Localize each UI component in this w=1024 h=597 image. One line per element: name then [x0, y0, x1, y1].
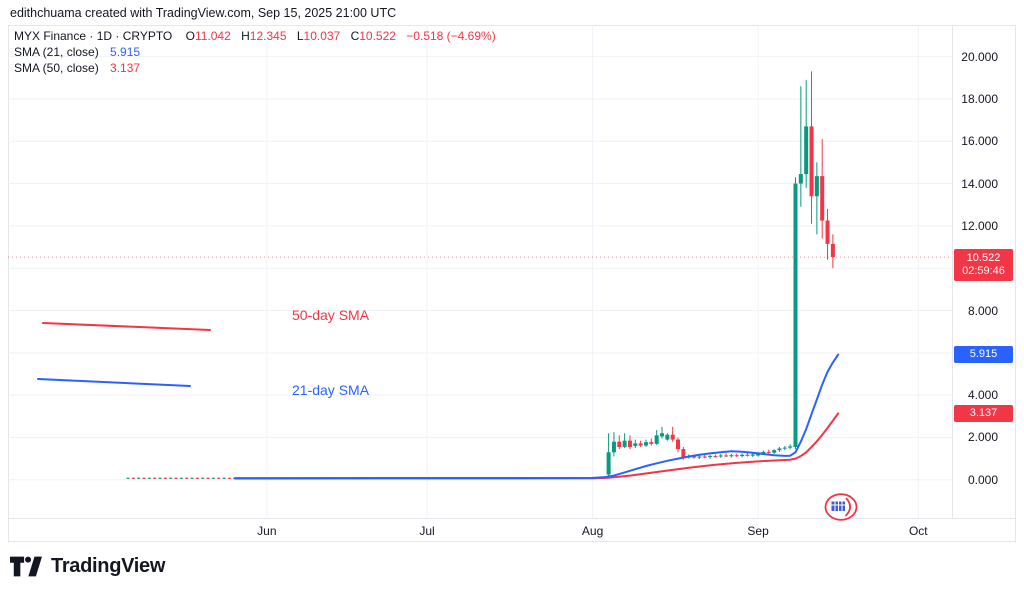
- time-axis-label: Sep: [747, 524, 769, 538]
- price-axis-label: 4.000: [967, 388, 998, 403]
- legend-sma50-row[interactable]: SMA (50, close) 3.137: [14, 60, 496, 76]
- time-axis-label: Aug: [581, 524, 604, 538]
- last-price-badge: 10.522 02:59:46: [954, 249, 1013, 282]
- time-axis-label: Oct: [908, 524, 928, 538]
- price-axis-label: 0.000: [967, 472, 998, 487]
- ohlc-close: C10.522: [350, 29, 396, 43]
- time-axis[interactable]: Jun Jul Aug Sep Oct: [8, 519, 952, 542]
- price-axis-label: 14.000: [961, 176, 998, 191]
- ohlc-low: L10.037: [296, 29, 341, 43]
- legend-symbol-row[interactable]: MYX Finance · 1D · CRYPTO O11.042 H12.34…: [14, 28, 496, 44]
- sma21-price-badge: 5.915: [954, 346, 1013, 364]
- tradingview-logo-text: TradingView: [51, 555, 166, 577]
- ohlc-open: O11.042: [185, 29, 231, 43]
- change-value: −0.518 (−4.69%): [406, 29, 496, 43]
- symbol-title[interactable]: MYX Finance · 1D · CRYPTO: [14, 29, 173, 43]
- ohlc-high: H12.345: [241, 29, 287, 43]
- price-axis-label: 8.000: [967, 303, 998, 318]
- tradingview-logo-icon: [10, 556, 42, 577]
- price-axis-label: 18.000: [961, 91, 998, 106]
- chart-legend[interactable]: MYX Finance · 1D · CRYPTO O11.042 H12.34…: [14, 28, 496, 76]
- legend-sma21-row[interactable]: SMA (21, close) 5.915: [14, 44, 496, 60]
- attribution-text: edithchuama created with TradingView.com…: [10, 6, 397, 20]
- event-marker-icon[interactable]: [824, 492, 858, 522]
- price-axis[interactable]: 20.000 18.000 16.000 14.000 12.000 8.000 4.000…: [952, 25, 1016, 518]
- time-axis-separator: [8, 518, 1016, 519]
- sma50-value: 3.137: [110, 61, 141, 75]
- annotation-21day-sma-label[interactable]: 21-day SMA: [292, 382, 370, 398]
- price-axis-label: 2.000: [967, 430, 998, 445]
- price-axis-label: 12.000: [961, 218, 998, 233]
- annotation-50day-sma-label[interactable]: 50-day SMA: [292, 307, 370, 323]
- sma50-badge-value: 3.137: [969, 406, 998, 419]
- time-axis-label: Jun: [257, 524, 277, 538]
- price-axis-label: 20.000: [961, 49, 998, 64]
- sma21-value: 5.915: [110, 45, 141, 59]
- sma50-price-badge: 3.137: [954, 404, 1013, 422]
- tradingview-logo[interactable]: TradingView: [10, 555, 165, 578]
- last-price-value: 10.522: [966, 252, 1001, 265]
- time-axis-label: Jul: [419, 524, 435, 538]
- sma21-badge-value: 5.915: [969, 348, 998, 361]
- price-axis-separator: [952, 25, 953, 518]
- price-axis-label: 16.000: [961, 134, 998, 149]
- bar-countdown: 02:59:46: [962, 265, 1005, 278]
- sma21-label: SMA (21, close): [14, 45, 99, 59]
- sma50-label: SMA (50, close): [14, 61, 99, 75]
